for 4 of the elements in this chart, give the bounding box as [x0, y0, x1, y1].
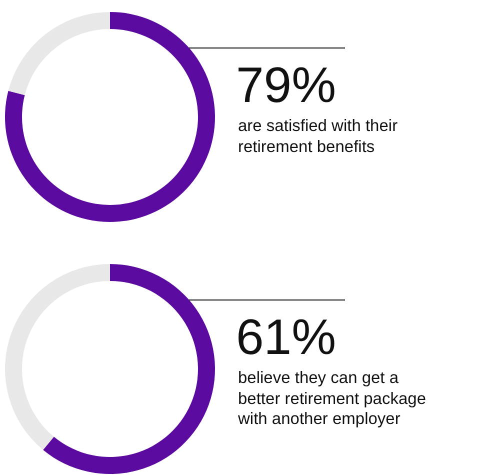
data-label: 79%: [236, 57, 336, 113]
slice-label: believe they can get a better retirement package with another employer: [238, 368, 428, 430]
slice-label: are satisfied with their retirement benefits: [238, 116, 399, 158]
data-label: 61%: [236, 309, 336, 365]
